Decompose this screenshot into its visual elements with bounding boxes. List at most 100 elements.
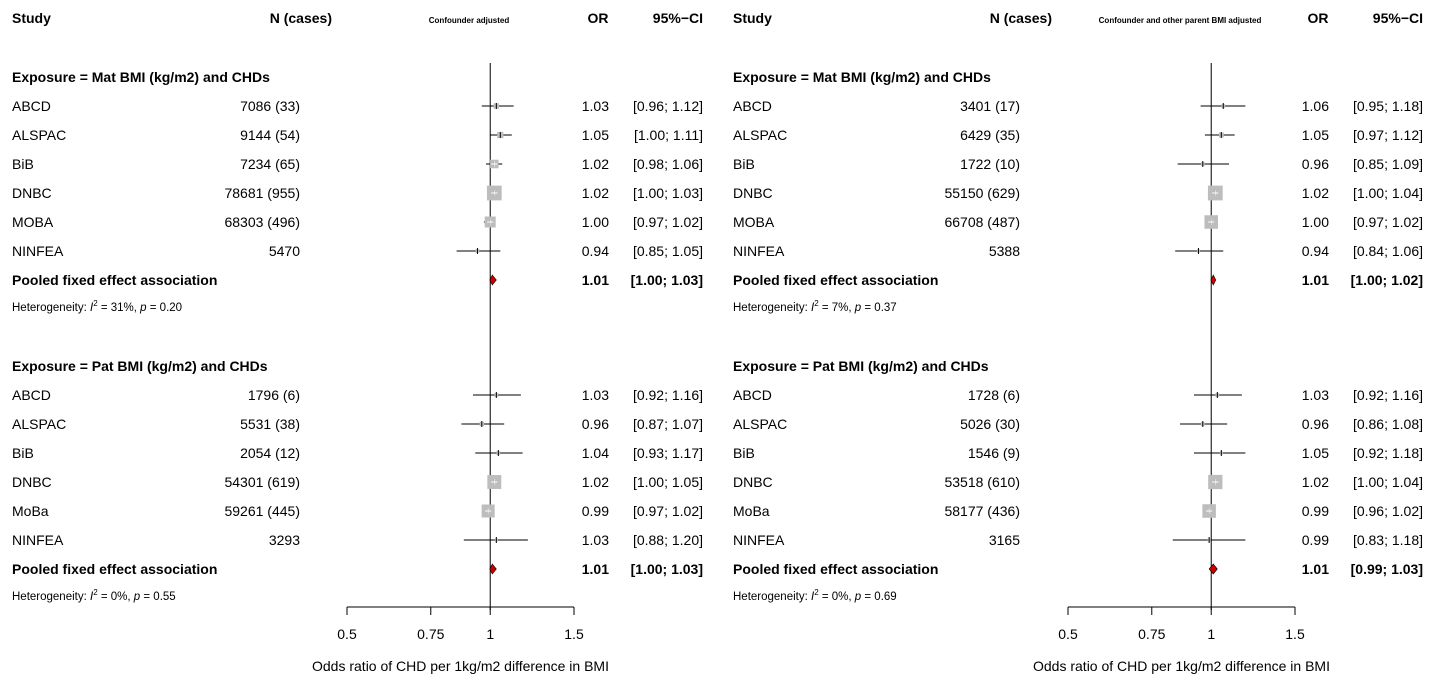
study-or: 0.99 bbox=[1302, 532, 1329, 548]
pooled-or: 1.01 bbox=[1302, 561, 1329, 577]
study-name: NINFEA bbox=[733, 243, 785, 259]
heterogeneity-het-i2-sup: 2 bbox=[814, 299, 819, 308]
study-ci: [0.93; 1.17] bbox=[633, 445, 703, 461]
study-or: 1.02 bbox=[582, 474, 609, 490]
study-ci: [0.97; 1.02] bbox=[633, 214, 703, 230]
study-ci: [0.85; 1.09] bbox=[1353, 156, 1423, 172]
heterogeneity-het-prefix: Heterogeneity: bbox=[733, 302, 811, 314]
study-or: 1.05 bbox=[582, 127, 609, 143]
heterogeneity-text: Heterogeneity: I2 = 31%, p = 0.20 bbox=[12, 299, 182, 314]
heterogeneity-het-prefix: Heterogeneity: bbox=[12, 591, 90, 603]
heterogeneity-text: Heterogeneity: I2 = 7%, p = 0.37 bbox=[733, 299, 897, 314]
study-n-cases: 59261 (445) bbox=[224, 503, 300, 519]
study-n-cases: 78681 (955) bbox=[224, 185, 300, 201]
pooled-label: Pooled fixed effect association bbox=[733, 272, 938, 288]
study-name: DNBC bbox=[733, 185, 773, 201]
heterogeneity-het-i2-val: = 0%, bbox=[98, 591, 134, 603]
pooled-diamond bbox=[1210, 274, 1217, 286]
study-or: 1.03 bbox=[1302, 387, 1329, 403]
study-name: BiB bbox=[733, 445, 755, 461]
study-n-cases: 58177 (436) bbox=[944, 503, 1020, 519]
study-n-cases: 1546 (9) bbox=[968, 445, 1020, 461]
study-ci: [0.97; 1.02] bbox=[633, 503, 703, 519]
study-n-cases: 5531 (38) bbox=[240, 416, 300, 432]
heterogeneity-het-i2-val: = 0%, bbox=[819, 591, 855, 603]
heterogeneity-het-p: p bbox=[854, 302, 862, 314]
x-tick-label: 1.5 bbox=[1285, 626, 1305, 642]
study-name: MoBa bbox=[733, 503, 770, 519]
forest-panel-confounder-and-other-parent-adjusted: Study N (cases) Confounder and other paren… bbox=[733, 10, 1423, 674]
heterogeneity-het-p: p bbox=[133, 591, 141, 603]
study-or: 1.05 bbox=[1302, 127, 1329, 143]
study-ci: [0.92; 1.16] bbox=[1353, 387, 1423, 403]
header-model: Confounder and other parent BMI adjusted bbox=[1099, 16, 1262, 25]
study-or: 1.02 bbox=[1302, 185, 1329, 201]
study-or: 0.99 bbox=[582, 503, 609, 519]
study-or: 1.03 bbox=[582, 387, 609, 403]
heterogeneity-text: Heterogeneity: I2 = 0%, p = 0.55 bbox=[12, 588, 176, 603]
heterogeneity-het-i2-val: = 7%, bbox=[819, 302, 855, 314]
study-ci: [0.83; 1.18] bbox=[1353, 532, 1423, 548]
header-n-cases: N (cases) bbox=[990, 10, 1052, 26]
heterogeneity-het-p: p bbox=[854, 591, 862, 603]
heterogeneity-het-p-val: = 0.69 bbox=[861, 591, 897, 603]
study-or: 0.96 bbox=[582, 416, 609, 432]
study-or: 1.06 bbox=[1302, 98, 1329, 114]
study-ci: [1.00; 1.11] bbox=[634, 127, 703, 143]
x-axis-label: Odds ratio of CHD per 1kg/m2 difference … bbox=[1033, 658, 1330, 674]
study-ci: [1.00; 1.05] bbox=[633, 474, 703, 490]
study-name: DNBC bbox=[733, 474, 773, 490]
heterogeneity-het-i2-sup: 2 bbox=[93, 588, 98, 597]
pooled-label: Pooled fixed effect association bbox=[733, 561, 938, 577]
study-ci: [0.96; 1.12] bbox=[633, 98, 703, 114]
study-ci: [0.85; 1.05] bbox=[633, 243, 703, 259]
study-n-cases: 5026 (30) bbox=[960, 416, 1020, 432]
header-ci: 95%−CI bbox=[653, 10, 703, 26]
header-study: Study bbox=[733, 10, 772, 26]
study-name: ABCD bbox=[12, 387, 51, 403]
heterogeneity-het-p-val: = 0.37 bbox=[861, 302, 897, 314]
heterogeneity-het-i2-sup: 2 bbox=[93, 299, 98, 308]
x-tick-label: 1 bbox=[1207, 626, 1215, 642]
heterogeneity-het-p-val: = 0.20 bbox=[147, 302, 183, 314]
study-name: BiB bbox=[12, 156, 34, 172]
study-n-cases: 7234 (65) bbox=[240, 156, 300, 172]
study-n-cases: 66708 (487) bbox=[944, 214, 1020, 230]
study-name: DNBC bbox=[12, 474, 52, 490]
heterogeneity-het-i2: I bbox=[90, 591, 94, 603]
forest-panel-confounder-adjusted: Study N (cases) Confounder adjusted OR 95%−C… bbox=[12, 10, 703, 674]
study-name: DNBC bbox=[12, 185, 52, 201]
x-tick-label: 1.5 bbox=[564, 626, 584, 642]
study-ci: [0.98; 1.06] bbox=[633, 156, 703, 172]
study-name: BiB bbox=[12, 445, 34, 461]
heterogeneity-het-i2-sup: 2 bbox=[814, 588, 819, 597]
study-n-cases: 3293 bbox=[269, 532, 300, 548]
study-or: 1.00 bbox=[582, 214, 609, 230]
study-n-cases: 1722 (10) bbox=[960, 156, 1020, 172]
study-ci: [0.92; 1.16] bbox=[633, 387, 703, 403]
pooled-ci: [1.00; 1.02] bbox=[1351, 272, 1423, 288]
study-or: 1.00 bbox=[1302, 214, 1329, 230]
study-or: 1.04 bbox=[582, 445, 609, 461]
study-or: 0.94 bbox=[582, 243, 609, 259]
x-tick-label: 0.75 bbox=[1138, 626, 1165, 642]
study-or: 0.94 bbox=[1302, 243, 1329, 259]
study-name: ABCD bbox=[733, 98, 772, 114]
heterogeneity-het-i2: I bbox=[811, 302, 815, 314]
study-or: 1.02 bbox=[1302, 474, 1329, 490]
study-or: 0.99 bbox=[1302, 503, 1329, 519]
x-tick-label: 0.5 bbox=[337, 626, 357, 642]
study-n-cases: 3401 (17) bbox=[960, 98, 1020, 114]
heterogeneity-het-i2-val: = 31%, bbox=[98, 302, 141, 314]
heterogeneity-het-prefix: Heterogeneity: bbox=[733, 591, 811, 603]
study-or: 1.05 bbox=[1302, 445, 1329, 461]
study-name: ALSPAC bbox=[733, 127, 787, 143]
study-n-cases: 6429 (35) bbox=[960, 127, 1020, 143]
pooled-ci: [0.99; 1.03] bbox=[1351, 561, 1423, 577]
study-or: 0.96 bbox=[1302, 156, 1329, 172]
study-name: ABCD bbox=[733, 387, 772, 403]
study-or: 0.96 bbox=[1302, 416, 1329, 432]
study-n-cases: 5470 bbox=[269, 243, 300, 259]
study-n-cases: 55150 (629) bbox=[944, 185, 1020, 201]
